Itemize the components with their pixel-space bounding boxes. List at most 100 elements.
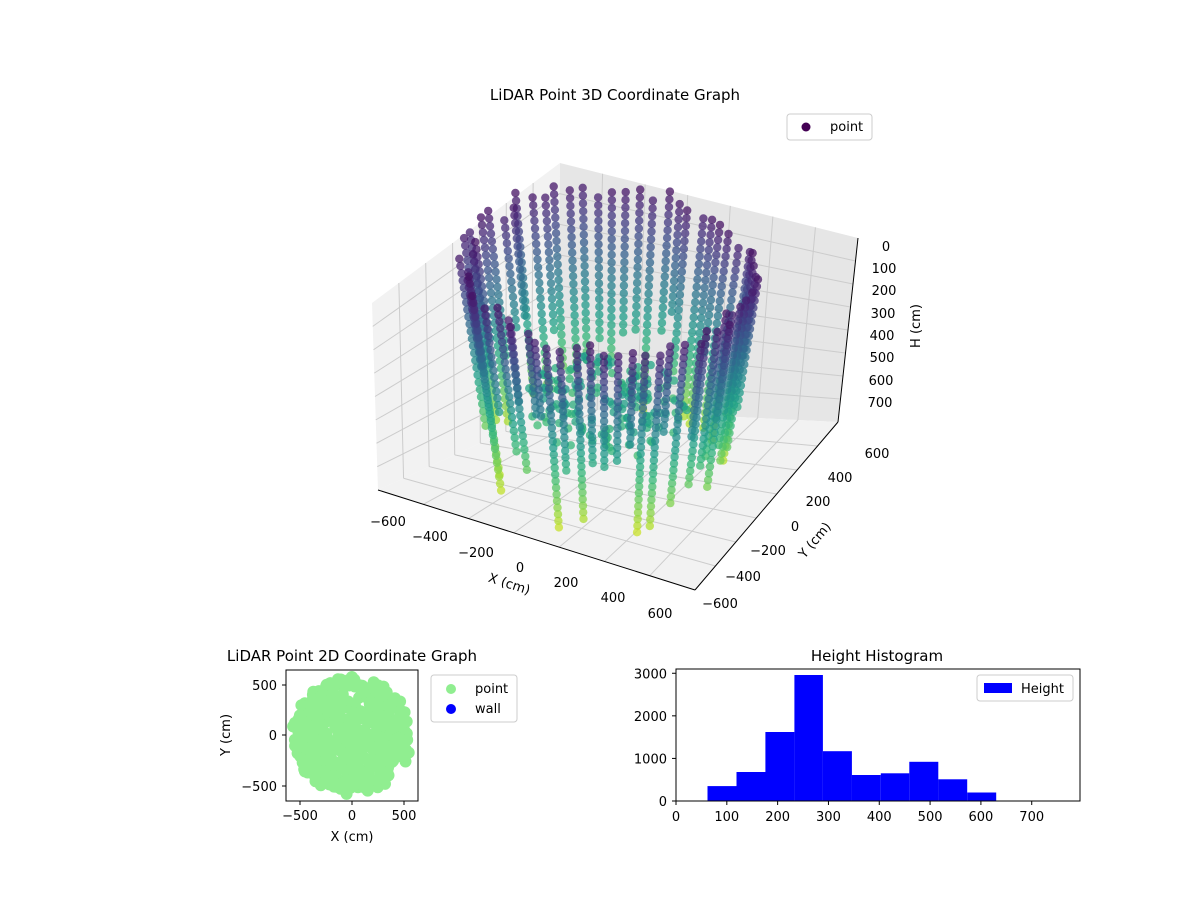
point-3d [698,221,707,231]
legend-2d-point-marker [446,684,456,694]
point-3d [488,359,497,368]
point-3d [669,465,678,475]
point-3d [710,428,719,438]
point-3d [587,426,597,435]
point-3d [635,469,644,478]
point-3d [679,353,688,363]
point-3d [489,252,498,261]
point-3d [708,367,717,377]
point-3d [664,361,673,371]
point-3d [575,416,584,425]
point-3d [635,482,644,491]
point-3d [588,452,597,461]
point-3d [703,475,713,485]
point-3d [512,234,521,243]
point-3d [600,443,609,452]
point-3d [718,274,727,283]
point-3d [636,449,645,458]
point-2d [374,690,387,703]
point-3d [559,426,569,436]
point-3d [599,397,609,406]
point-3d [724,327,733,336]
point-3d [674,305,683,315]
point-3d [519,438,528,447]
point-3d [678,259,687,269]
point-3d [477,220,487,230]
point-3d [533,378,543,388]
point-3d [721,347,731,357]
point-2d [401,733,414,746]
point-3d [544,377,553,386]
point-3d [511,315,520,324]
point-3d [631,317,640,326]
point-3d [613,404,622,413]
point-3d [556,322,566,331]
point-3d [627,401,636,410]
point-3d [697,306,707,315]
point-3d [700,428,709,437]
point-2d [326,688,339,701]
point-3d [639,377,649,387]
point-3d [620,242,629,251]
point-3d [542,209,551,218]
point-3d [485,338,494,348]
point-3d [484,402,493,412]
point-3d [570,318,580,328]
point-3d [579,230,588,239]
point-3d [671,336,681,345]
point-3d [566,209,575,218]
point-2d [388,692,401,705]
point-3d [555,354,565,363]
point-3d [581,316,591,325]
histogram-bar [967,792,997,801]
point-3d [748,248,757,258]
point-3d [531,232,540,241]
point-3d [690,405,699,415]
point-3d [637,430,646,439]
point-3d [694,259,704,269]
point-3d [679,244,689,253]
point-2d [320,776,333,788]
point-2d [337,776,350,789]
point-3d [593,357,603,367]
point-3d [713,243,722,252]
point-3d [547,417,556,426]
point-3d [491,267,500,276]
point-2d [291,719,304,732]
point-3d [533,255,542,264]
point-3d [580,277,590,286]
point-3d [544,240,553,249]
y-tick-label: −200 [750,544,786,559]
point-3d [553,503,562,512]
point-3d [657,326,666,335]
point-3d [600,423,609,432]
point-3d [666,342,675,351]
point-3d [599,390,609,400]
point-3d [655,364,664,373]
point-3d [544,384,554,393]
point-3d [531,352,541,361]
point-3d [645,521,654,531]
point-3d [706,455,716,465]
point-3d [515,257,524,266]
point-2d [334,673,347,686]
point-3d [559,420,568,429]
point-3d [647,219,656,229]
point-3d [728,351,737,360]
point-3d [535,278,544,287]
point-3d [641,343,651,353]
point-3d [636,443,646,452]
point-3d [594,279,604,288]
x-tick-label: 400 [867,810,892,825]
point-3d [529,201,538,210]
point-3d [536,412,546,421]
point-3d [586,360,595,370]
point-3d [546,404,555,413]
point-3d [561,453,570,462]
point-3d [723,385,732,394]
point-3d [506,322,515,332]
point-3d [707,215,717,224]
point-3d [613,437,622,446]
x-axis-line [377,489,696,591]
point-3d [511,196,521,205]
